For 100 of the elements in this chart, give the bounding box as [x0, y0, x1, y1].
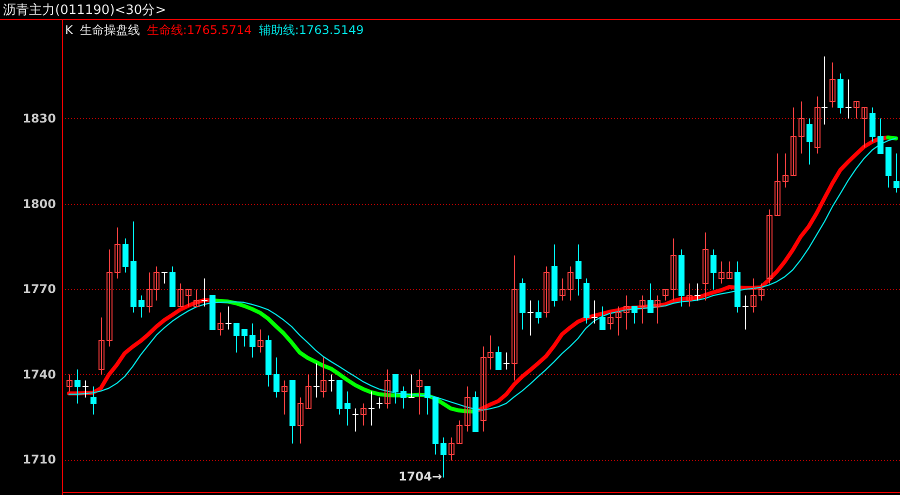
candlestick — [130, 221, 136, 313]
candlestick — [552, 244, 558, 307]
candlestick — [766, 209, 772, 284]
candlestick — [560, 278, 566, 301]
candlestick — [266, 335, 272, 387]
candlestick — [845, 79, 852, 119]
candlestick — [384, 369, 390, 409]
candlestick — [512, 255, 518, 381]
candlestick — [798, 101, 804, 154]
candlestick — [290, 380, 296, 444]
candlestick — [408, 374, 415, 398]
candlestick — [591, 300, 598, 324]
text: 辅助线:1763.5149 — [258, 23, 364, 37]
candlestick — [225, 306, 232, 330]
candlestick — [464, 386, 470, 432]
candlestick — [122, 238, 128, 273]
candlestick — [758, 283, 764, 301]
candlestick — [821, 56, 828, 125]
candlestick — [527, 300, 534, 336]
candlestick — [670, 238, 676, 301]
candlestick — [258, 329, 264, 353]
candlestick — [210, 295, 216, 330]
candlestick — [178, 283, 184, 307]
candlestick — [74, 369, 80, 404]
candlestick — [694, 283, 701, 301]
annotation: 1704→ — [398, 470, 442, 484]
text: 生命线:1765.5714 — [146, 23, 252, 37]
candlestick — [313, 363, 320, 398]
candlestick — [640, 295, 646, 324]
candlestick — [886, 147, 892, 188]
candlestick — [416, 369, 422, 415]
candlestick — [456, 420, 462, 444]
candlestick — [448, 437, 454, 461]
candlestick — [648, 283, 654, 313]
candlestick — [201, 278, 208, 307]
candlestick — [702, 232, 708, 301]
candlestick — [854, 101, 860, 119]
candlestick — [344, 391, 350, 426]
candlestick — [161, 272, 168, 284]
candlestick — [424, 386, 430, 415]
candlestick — [870, 107, 876, 142]
candlestick — [66, 374, 72, 392]
candlestick — [114, 227, 120, 279]
candlestick — [170, 266, 176, 307]
y-tick-label: 1710 — [22, 452, 56, 467]
legend-title: 生命操盘线 — [80, 23, 140, 37]
candlestick — [376, 397, 383, 409]
y-tick-label: 1740 — [22, 367, 56, 382]
candlestick — [368, 391, 375, 426]
candlestick — [654, 295, 660, 324]
candlestick — [544, 266, 550, 318]
candlestick — [600, 306, 606, 330]
candlestick — [234, 323, 240, 353]
candlestick — [718, 261, 724, 284]
candlestick — [336, 380, 342, 415]
candlestick — [662, 289, 668, 301]
candlestick — [503, 352, 510, 370]
candlestick — [320, 357, 326, 398]
candlestick — [894, 153, 900, 193]
candlestick — [306, 374, 312, 409]
text: K — [65, 23, 74, 37]
y-tick-label: 1770 — [22, 282, 56, 296]
candlestick — [106, 249, 112, 347]
candlestick — [98, 317, 104, 375]
candlestick — [624, 295, 630, 330]
candlestick — [138, 295, 144, 318]
candlestick — [432, 397, 438, 455]
chart-title: 沥青主力(011190)<30分> — [3, 2, 166, 18]
candlestick — [742, 295, 749, 330]
candlestick — [782, 153, 788, 188]
candlestick — [774, 153, 780, 216]
candlestick — [400, 386, 406, 409]
candlestick — [282, 380, 288, 415]
candlestick — [90, 386, 96, 415]
candlestick — [814, 96, 820, 154]
candlestick — [250, 323, 256, 358]
candlestick — [576, 244, 582, 296]
candlestick — [734, 261, 740, 313]
candlestick — [584, 278, 590, 324]
candlestick — [616, 306, 622, 336]
candlestick — [632, 306, 638, 324]
candlestick — [472, 391, 478, 432]
candlestick — [830, 62, 836, 108]
candlestick — [678, 249, 684, 307]
candlestick — [440, 437, 446, 478]
candlestick — [710, 249, 716, 290]
candlestick — [790, 107, 796, 176]
candlestick — [726, 261, 732, 279]
candlestick — [352, 408, 359, 432]
candlestick — [878, 118, 884, 154]
candlestick — [186, 289, 192, 307]
candlestick — [568, 266, 574, 301]
candlestick — [686, 283, 692, 307]
candlestick — [496, 346, 502, 370]
candlestick — [520, 278, 526, 330]
candlestick — [328, 374, 335, 392]
y-tick-label: 1830 — [22, 111, 56, 126]
candlestick — [862, 107, 868, 148]
candlestick — [536, 300, 542, 324]
candlestick — [608, 312, 614, 330]
